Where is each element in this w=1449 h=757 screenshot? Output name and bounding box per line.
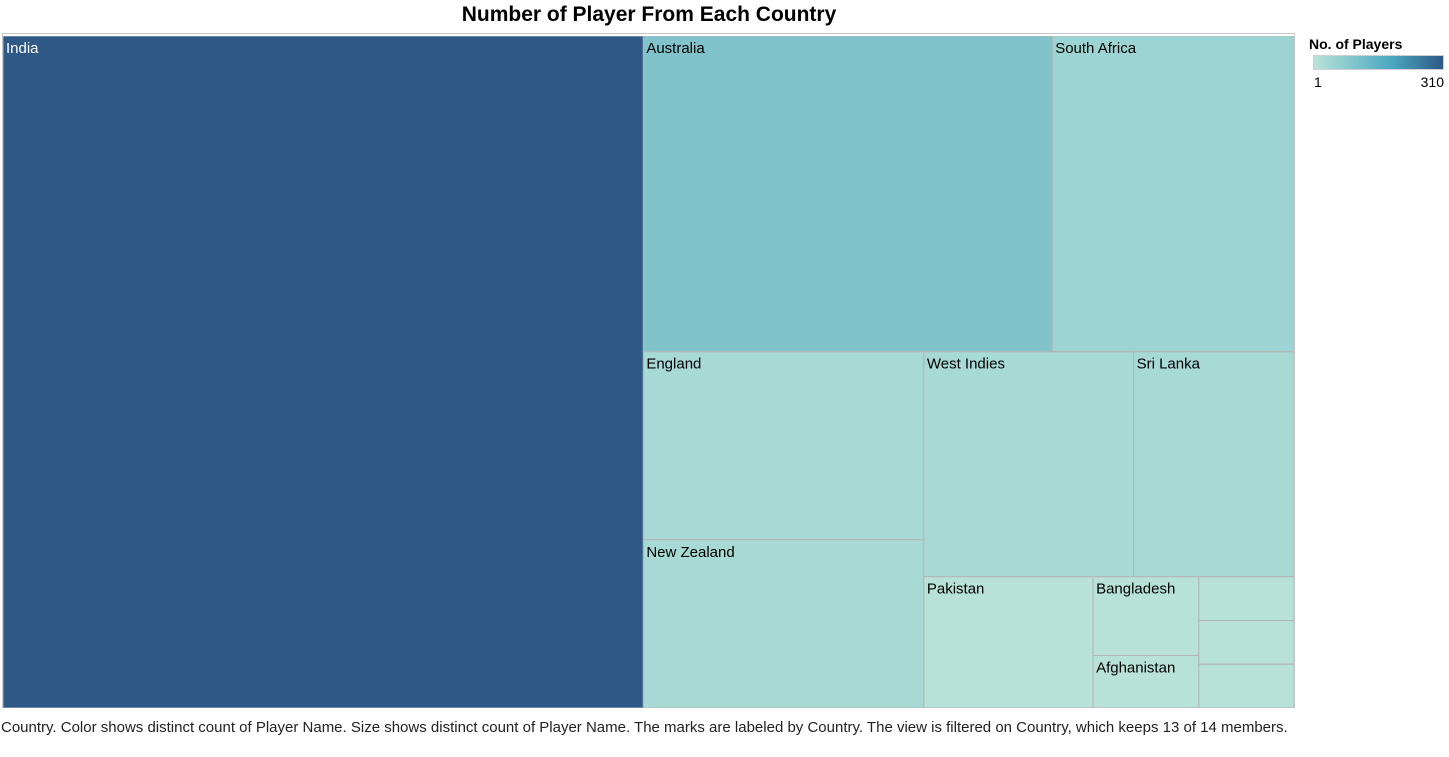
legend-max-label: 310 [1420, 74, 1444, 90]
treemap: India Australia South Africa England New Zea… [3, 36, 1294, 708]
treemap-cell-unlabeled-10[interactable] [1198, 576, 1294, 621]
treemap-rect-australia[interactable] [642, 36, 1053, 353]
legend-gradient-bar [1313, 55, 1444, 70]
treemap-label-india: India [6, 40, 39, 57]
treemap-label-pakistan: Pakistan [927, 581, 985, 598]
treemap-svg: India Australia South Africa England New Zea… [3, 36, 1294, 708]
treemap-rect-england[interactable] [642, 351, 925, 541]
treemap-label-afghanistan: Afghanistan [1096, 659, 1175, 676]
treemap-cell-west-indies[interactable]: West Indies [923, 351, 1135, 578]
treemap-rect-sri-lanka[interactable] [1133, 351, 1294, 578]
treemap-rect-new-zealand[interactable] [642, 539, 925, 708]
treemap-rect-bangladesh[interactable] [1092, 576, 1200, 656]
treemap-rect-unlabeled-12[interactable] [1198, 663, 1294, 708]
legend-min-label: 1 [1314, 74, 1322, 90]
treemap-rect-india[interactable] [3, 36, 644, 708]
treemap-rect-south-africa[interactable] [1051, 36, 1294, 353]
treemap-rect-unlabeled-10[interactable] [1198, 576, 1294, 621]
treemap-cell-sri-lanka[interactable]: Sri Lanka [1133, 351, 1294, 578]
treemap-cell-australia[interactable]: Australia [642, 36, 1053, 353]
treemap-rect-pakistan[interactable] [923, 576, 1094, 708]
treemap-label-sri-lanka: Sri Lanka [1137, 356, 1201, 373]
treemap-cell-new-zealand[interactable]: New Zealand [642, 539, 925, 708]
treemap-label-west-indies: West Indies [927, 356, 1005, 373]
treemap-cell-india[interactable]: India [3, 36, 644, 708]
treemap-cell-unlabeled-12[interactable] [1198, 663, 1294, 708]
color-legend: No. of Players 1 310 [1309, 35, 1445, 95]
legend-title: No. of Players [1309, 36, 1403, 52]
chart-title: Number of Player From Each Country [461, 3, 837, 26]
treemap-cell-bangladesh[interactable]: Bangladesh [1092, 576, 1200, 656]
treemap-label-australia: Australia [646, 40, 705, 57]
treemap-rect-west-indies[interactable] [923, 351, 1135, 578]
treemap-rect-unlabeled-11[interactable] [1198, 619, 1294, 665]
treemap-cell-unlabeled-11[interactable] [1198, 619, 1294, 665]
treemap-label-bangladesh: Bangladesh [1096, 581, 1175, 598]
treemap-cell-england[interactable]: England [642, 351, 925, 541]
treemap-label-south-africa: South Africa [1055, 40, 1137, 57]
treemap-cell-pakistan[interactable]: Pakistan [923, 576, 1094, 708]
chart-caption: Country. Color shows distinct count of P… [1, 719, 1288, 736]
treemap-label-england: England [646, 356, 701, 373]
treemap-cell-south-africa[interactable]: South Africa [1051, 36, 1294, 353]
treemap-label-new-zealand: New Zealand [646, 544, 734, 561]
treemap-cell-afghanistan[interactable]: Afghanistan [1092, 654, 1200, 708]
